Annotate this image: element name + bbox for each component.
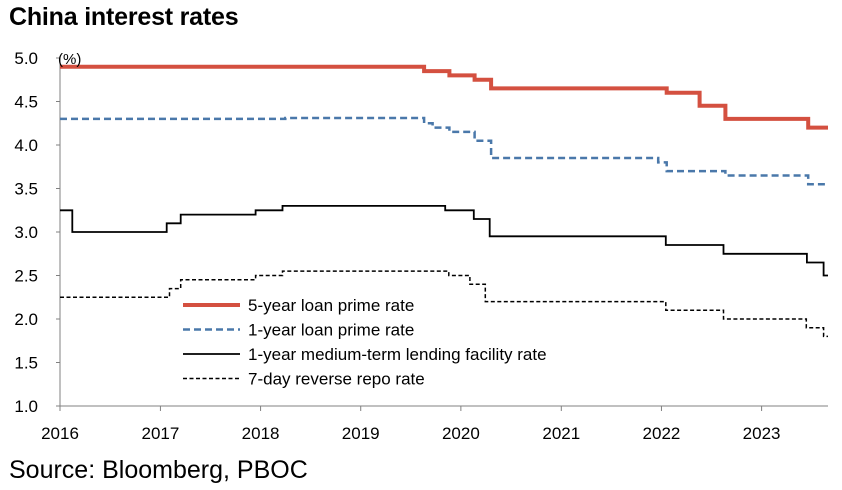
y-tick-label: 4.0 bbox=[14, 136, 38, 155]
y-tick-label: 3.5 bbox=[14, 180, 38, 199]
y-tick-label: 5.0 bbox=[14, 49, 38, 68]
x-tick-label: 2021 bbox=[542, 424, 580, 443]
legend: 5-year loan prime rate 1-year loan prime … bbox=[183, 296, 547, 389]
legend-label-lpr1: 1-year loan prime rate bbox=[248, 321, 414, 340]
x-tick-label: 2019 bbox=[342, 424, 380, 443]
x-tick-label: 2023 bbox=[743, 424, 781, 443]
legend-label-repo: 7-day reverse repo rate bbox=[248, 370, 425, 389]
series-layer bbox=[60, 64, 828, 338]
y-tick-label: 2.5 bbox=[14, 267, 38, 286]
legend-label-lpr5: 5-year loan prime rate bbox=[248, 296, 414, 315]
series-line-mlf bbox=[60, 205, 828, 277]
y-tick-label: 1.5 bbox=[14, 354, 38, 373]
y-axis: 1.0 1.5 2.0 2.5 3.0 3.5 4.0 4.5 5.0 bbox=[14, 49, 61, 416]
page-title: China interest rates bbox=[9, 3, 239, 31]
y-tick-label: 1.0 bbox=[14, 397, 38, 416]
x-tick-label: 2017 bbox=[142, 424, 180, 443]
series-line-lpr5 bbox=[60, 64, 828, 130]
source-note: Source: Bloomberg, PBOC bbox=[9, 456, 308, 484]
series-line-repo bbox=[60, 270, 828, 338]
x-tick-label: 2020 bbox=[442, 424, 480, 443]
x-tick-label: 2018 bbox=[242, 424, 280, 443]
legend-label-mlf: 1-year medium-term lending facility rate bbox=[248, 345, 547, 364]
interest-rate-chart: 1.0 1.5 2.0 2.5 3.0 3.5 4.0 4.5 5.0 2016 2017 2018… bbox=[14, 49, 828, 443]
y-tick-label: 4.5 bbox=[14, 93, 38, 112]
series-line-lpr1 bbox=[60, 116, 828, 186]
y-tick-label: 2.0 bbox=[14, 310, 38, 329]
y-axis-unit-label: (%) bbox=[58, 51, 81, 68]
x-tick-label: 2022 bbox=[643, 424, 681, 443]
y-tick-label: 3.0 bbox=[14, 223, 38, 242]
x-tick-label: 2016 bbox=[41, 424, 79, 443]
x-axis: 2016 2017 2018 2019 2020 2021 2022 2023 bbox=[41, 405, 828, 443]
